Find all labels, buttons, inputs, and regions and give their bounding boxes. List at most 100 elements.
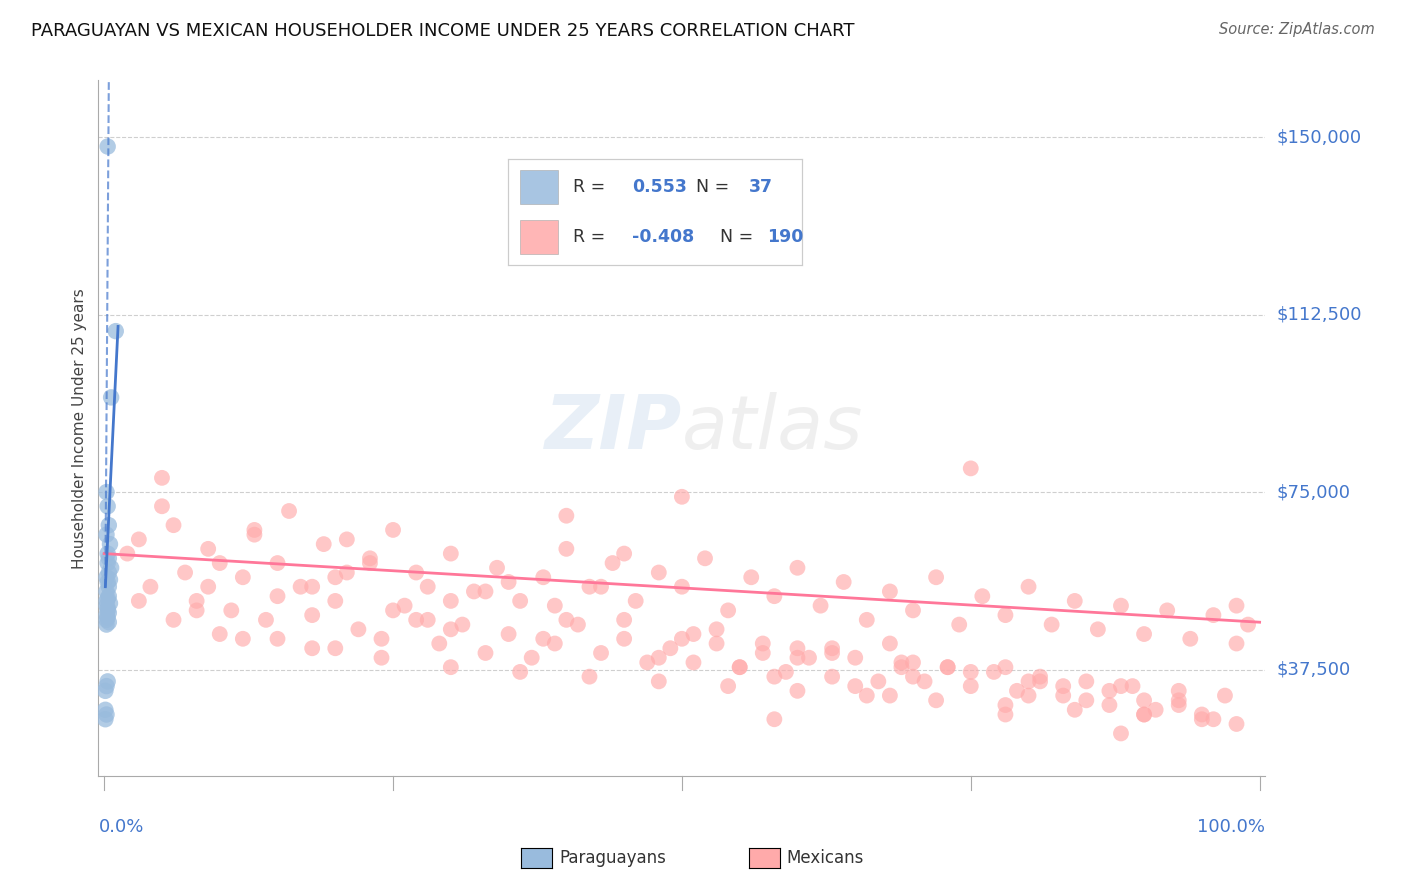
Point [405, 566, 427, 580]
Point [97, 591, 120, 606]
Point [901, 603, 924, 617]
Point [1029, 670, 1052, 684]
Point [994, 608, 1017, 623]
Point [382, 523, 405, 537]
Point [1087, 623, 1109, 637]
Point [589, 646, 612, 660]
Point [671, 580, 693, 594]
Text: -0.408: -0.408 [631, 228, 695, 246]
Point [162, 613, 184, 627]
Point [359, 551, 381, 566]
Point [1133, 707, 1156, 722]
Text: Mexicans: Mexicans [787, 849, 865, 867]
Point [232, 632, 254, 646]
Point [266, 589, 288, 603]
Point [463, 584, 485, 599]
Point [266, 556, 288, 570]
Point [1052, 689, 1074, 703]
Point [1029, 674, 1052, 689]
Point [208, 556, 231, 570]
Point [139, 580, 162, 594]
Point [959, 679, 981, 693]
Point [96, 613, 118, 627]
Point [416, 613, 439, 627]
Point [1225, 599, 1247, 613]
Point [323, 570, 346, 584]
Point [359, 556, 381, 570]
Point [440, 547, 463, 561]
Text: ZIP: ZIP [544, 392, 682, 465]
Point [347, 623, 370, 637]
Point [370, 632, 392, 646]
Point [959, 461, 981, 475]
Point [416, 580, 439, 594]
Point [1202, 608, 1225, 623]
Point [97, 500, 120, 514]
Point [555, 508, 578, 523]
Point [440, 660, 463, 674]
Point [1237, 617, 1260, 632]
Point [97, 518, 120, 533]
Point [97, 566, 120, 580]
Point [520, 650, 543, 665]
Point [486, 561, 509, 575]
Point [186, 603, 208, 617]
Point [763, 712, 786, 726]
Point [451, 617, 474, 632]
Point [728, 660, 751, 674]
Point [578, 670, 600, 684]
Point [96, 570, 118, 584]
Point [752, 636, 775, 650]
Point [254, 613, 277, 627]
Point [98, 596, 121, 610]
Point [150, 500, 173, 514]
Text: 37: 37 [749, 178, 773, 196]
Point [96, 707, 118, 722]
Point [150, 471, 173, 485]
Point [821, 670, 844, 684]
Text: 190: 190 [768, 228, 803, 246]
Point [613, 632, 636, 646]
Point [186, 594, 208, 608]
Point [243, 523, 266, 537]
Point [972, 589, 994, 603]
Point [682, 656, 704, 670]
Point [100, 391, 122, 405]
Point [301, 608, 323, 623]
Point [1191, 712, 1213, 726]
Point [890, 660, 912, 674]
Point [1180, 632, 1202, 646]
Point [706, 623, 728, 637]
Point [706, 636, 728, 650]
Point [728, 660, 751, 674]
Point [290, 580, 312, 594]
Point [1133, 693, 1156, 707]
Point [97, 580, 120, 594]
Point [855, 613, 877, 627]
Point [97, 139, 120, 153]
Point [555, 541, 578, 556]
Point [1167, 683, 1189, 698]
Point [97, 606, 120, 620]
Point [659, 641, 682, 656]
Point [128, 594, 150, 608]
Point [994, 707, 1017, 722]
Point [959, 665, 981, 679]
Point [555, 613, 578, 627]
Point [901, 656, 924, 670]
Point [474, 584, 496, 599]
Point [589, 580, 612, 594]
Point [832, 574, 855, 589]
Point [602, 556, 624, 570]
Point [100, 561, 122, 575]
Point [96, 584, 118, 599]
Text: R =: R = [572, 228, 610, 246]
Point [763, 589, 786, 603]
Point [243, 527, 266, 541]
Point [1167, 698, 1189, 712]
Point [301, 580, 323, 594]
Point [117, 547, 139, 561]
Text: $75,000: $75,000 [1277, 483, 1351, 501]
Point [544, 599, 567, 613]
Point [323, 594, 346, 608]
